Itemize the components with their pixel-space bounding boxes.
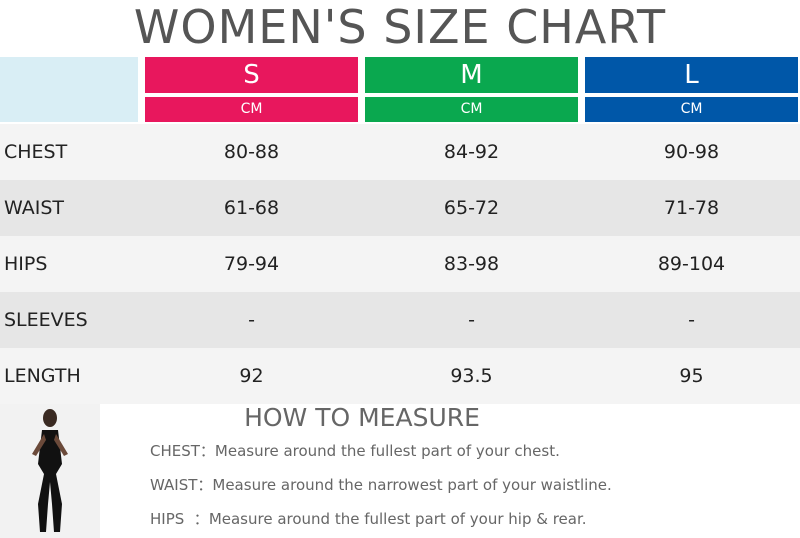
measure-item: HIPS ：Measure around the fullest part of… (150, 504, 790, 534)
row-label: CHEST (4, 141, 68, 163)
table-row: CHEST 80-88 84-92 90-98 (0, 124, 800, 180)
size-value: 93.5 (450, 365, 493, 387)
size-value: 84-92 (443, 141, 500, 163)
size-value: 79-94 (223, 253, 280, 275)
table-row: LENGTH 92 93.5 95 (0, 348, 800, 404)
row-label: LENGTH (4, 365, 81, 387)
size-value: 61-68 (223, 197, 280, 219)
size-value: - (248, 309, 255, 331)
table-row: HIPS 79-94 83-98 89-104 (0, 236, 800, 292)
row-label: WAIST (4, 197, 65, 219)
size-value: 83-98 (443, 253, 500, 275)
table-row: SLEEVES - - - (0, 292, 800, 348)
row-label: SLEEVES (4, 309, 88, 331)
unit-header: CM (365, 97, 578, 122)
size-header: M (365, 57, 578, 93)
size-value: 89-104 (657, 253, 726, 275)
size-value: - (468, 309, 475, 331)
unit-header: CM (585, 97, 798, 122)
measure-text: Measure around the narrowest part of you… (212, 476, 612, 494)
model-photo (0, 404, 100, 538)
measure-text: Measure around the fullest part of your … (214, 442, 560, 460)
measure-label: CHEST： (150, 442, 215, 460)
size-value: 71-78 (663, 197, 720, 219)
table-row: WAIST 61-68 65-72 71-78 (0, 180, 800, 236)
size-header: L (585, 57, 798, 93)
measure-title: HOW TO MEASURE (244, 403, 480, 432)
size-value: 65-72 (443, 197, 500, 219)
measure-text: Measure around the fullest part of your … (208, 510, 587, 528)
measure-label: HIPS ： (150, 510, 209, 528)
size-value: 95 (679, 365, 704, 387)
row-label: HIPS (4, 253, 48, 275)
size-value: 80-88 (223, 141, 280, 163)
measure-item: WAIST：Measure around the narrowest part … (150, 470, 790, 500)
size-header: S (145, 57, 358, 93)
size-value: 92 (239, 365, 264, 387)
size-value: 90-98 (663, 141, 720, 163)
corner-cell (0, 57, 138, 122)
size-value: - (688, 309, 695, 331)
measure-label: WAIST： (150, 476, 213, 494)
title: WOMEN'S SIZE CHART (133, 0, 667, 54)
unit-header: CM (145, 97, 358, 122)
measure-item: CHEST：Measure around the fullest part of… (150, 436, 790, 466)
